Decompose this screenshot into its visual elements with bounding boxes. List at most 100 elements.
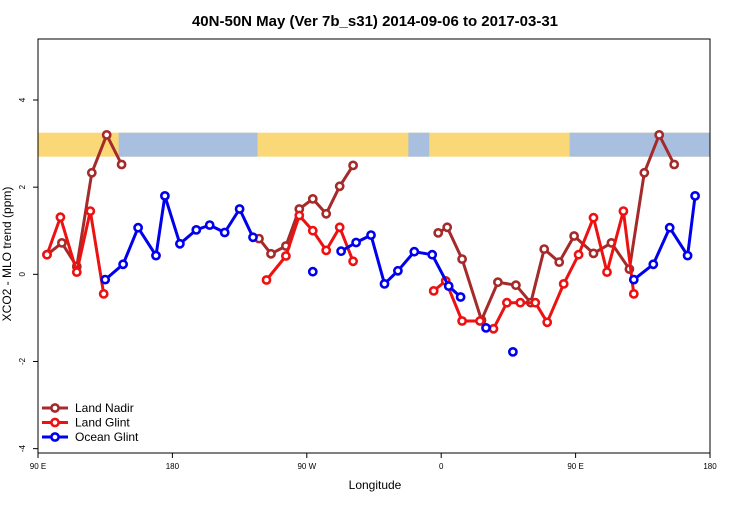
- y-tick-label: -4: [18, 445, 27, 453]
- chart-title: 40N-50N May (Ver 7b_s31) 2014-09-06 to 2…: [192, 13, 558, 30]
- data-point: [409, 246, 420, 257]
- data-point: [475, 316, 485, 326]
- series-line: [257, 164, 355, 256]
- legend-label: Ocean Glint: [75, 430, 139, 444]
- series-land-nadir: [42, 129, 680, 325]
- data-point: [118, 259, 128, 270]
- data-point: [334, 222, 345, 233]
- data-point: [266, 248, 276, 259]
- data-point: [392, 265, 403, 276]
- data-point: [628, 274, 639, 285]
- data-point: [351, 237, 361, 248]
- data-point: [618, 206, 629, 216]
- data-point: [664, 222, 675, 233]
- data-point: [248, 232, 258, 243]
- data-point: [159, 190, 170, 201]
- data-point: [307, 225, 318, 236]
- data-point: [204, 220, 215, 230]
- legend-swatch-marker: [50, 417, 60, 428]
- series-line: [45, 209, 106, 295]
- data-point: [442, 222, 453, 233]
- data-point: [602, 267, 612, 277]
- data-point: [588, 212, 599, 223]
- data-point: [508, 346, 518, 357]
- data-point: [348, 256, 358, 267]
- data-point: [492, 277, 503, 288]
- data-point: [234, 204, 245, 214]
- data-point: [174, 238, 185, 249]
- legend-swatch-marker: [50, 403, 60, 413]
- y-tick-label: 2: [18, 184, 27, 189]
- series-line: [104, 194, 255, 281]
- ocean-band-segment: [569, 132, 710, 157]
- data-point: [307, 193, 318, 204]
- legend-item: Land Nadir: [42, 401, 134, 415]
- legend-swatch-marker: [50, 432, 60, 442]
- data-point: [98, 288, 109, 299]
- data-point: [348, 160, 358, 171]
- x-tick-label: 90 E: [30, 462, 46, 471]
- data-point: [336, 246, 346, 257]
- data-point: [294, 210, 305, 221]
- ocean-band-segment: [408, 132, 430, 157]
- data-point: [57, 237, 67, 248]
- data-point: [554, 257, 565, 267]
- y-axis-label: XCO2 - MLO trend (ppm): [0, 187, 14, 322]
- data-point: [588, 248, 599, 259]
- data-point: [539, 244, 550, 254]
- legend-item: Land Glint: [42, 416, 130, 430]
- land-ocean-band: [38, 132, 710, 157]
- legend-label: Land Glint: [75, 416, 130, 430]
- data-point: [55, 212, 66, 223]
- data-point: [366, 230, 376, 240]
- data-point: [455, 292, 466, 302]
- y-tick-label: 0: [18, 272, 27, 277]
- data-point: [219, 227, 230, 238]
- data-point: [530, 297, 541, 308]
- data-point: [639, 167, 650, 178]
- data-point: [481, 322, 491, 333]
- data-point: [116, 159, 127, 170]
- x-tick-label: 180: [703, 462, 717, 471]
- ocean-band-segment: [118, 132, 258, 157]
- axes: 90 E 180 90 W 0 90 E 180 -4 -2 0 2 4: [18, 97, 717, 471]
- x-tick-label: 90 E: [567, 462, 583, 471]
- x-tick-label: 180: [166, 462, 180, 471]
- legend-label: Land Nadir: [75, 401, 134, 415]
- data-point: [101, 129, 112, 140]
- data-point: [501, 297, 512, 308]
- series-line: [437, 133, 676, 322]
- x-axis-label: Longitude: [349, 478, 402, 492]
- x-tick-label: 0: [439, 462, 444, 471]
- data-point: [427, 249, 438, 260]
- data-point: [682, 250, 693, 261]
- data-point: [569, 231, 579, 241]
- data-point: [515, 297, 526, 308]
- data-point: [261, 275, 272, 285]
- series-line: [632, 195, 697, 281]
- data-point: [321, 245, 332, 256]
- x-tick-label: 90 W: [297, 462, 316, 471]
- y-tick-label: -2: [18, 357, 27, 365]
- data-point: [457, 254, 467, 264]
- data-point: [443, 281, 454, 291]
- data-point: [542, 317, 553, 328]
- series-land-glint: [42, 206, 639, 334]
- data-point: [100, 274, 111, 285]
- data-point: [334, 181, 345, 192]
- data-point: [42, 249, 52, 260]
- y-tick-label: 4: [18, 97, 27, 102]
- data-point: [321, 208, 332, 219]
- data-point: [558, 278, 569, 289]
- data-point: [379, 278, 390, 289]
- data-point: [85, 206, 96, 216]
- data-point: [307, 266, 318, 277]
- data-point: [511, 280, 521, 291]
- data-point: [488, 323, 499, 334]
- data-point: [71, 267, 82, 277]
- data-point: [86, 167, 97, 178]
- series-layer: [42, 129, 700, 357]
- data-point: [654, 129, 665, 140]
- plot-area-frame: [37, 38, 711, 454]
